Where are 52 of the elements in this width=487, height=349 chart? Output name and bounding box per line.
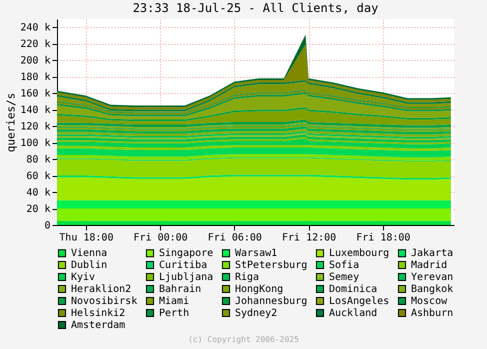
y-tick-label: 0 (44, 220, 50, 232)
x-tick-label: Fri 12:00 (282, 232, 336, 244)
x-tick-label: Thu 18:00 (59, 232, 114, 244)
legend-label: Kyiv (71, 272, 96, 283)
legend-label: Dominica (329, 284, 378, 295)
y-tick-label: 200 k (20, 56, 50, 67)
y-axis-title: queries/s (4, 92, 18, 152)
text: (c) Copyright 2006-2025 (187, 335, 300, 345)
legend-label: Perth (159, 308, 190, 319)
chart-title: 23:33 18-Jul-25 - All Clients, day (132, 1, 378, 15)
legend-label: Heraklion2 (71, 284, 132, 295)
legend-label: HongKong (235, 284, 284, 295)
x-tick-label: Fri 18:00 (356, 232, 410, 244)
legend-label: Moscow (411, 296, 448, 307)
legend-label: Curitiba (159, 260, 208, 271)
legend-label: Sydney2 (235, 308, 278, 319)
y-tick-label: 80 k (26, 154, 50, 166)
legend-label: Semey (329, 272, 360, 283)
legend-label: Sofia (329, 260, 360, 271)
legend-label: Vienna (71, 248, 108, 260)
y-tick-label: 40 k (26, 188, 50, 199)
legend-label: Ashburn (411, 308, 454, 319)
x-tick-label: Fri 06:00 (208, 232, 262, 244)
y-tick-label: 100 k (20, 138, 50, 150)
y-tick-label: 180 k (20, 72, 50, 84)
legend-label: Auckland (329, 308, 378, 319)
legend-label: LosAngeles (329, 296, 390, 307)
legend-label: Jakarta (411, 248, 454, 260)
y-tick-label: 140 k (20, 105, 50, 116)
legend-label: Amsterdam (71, 320, 126, 331)
x-tick-label: Fri 00:00 (134, 232, 188, 244)
legend-label: Bahrain (159, 284, 202, 295)
legend-label: Luxembourg (329, 248, 390, 260)
legend-label: Helsinki2 (71, 308, 126, 319)
legend-label: Dublin (71, 260, 108, 271)
legend-label: Bangkok (411, 284, 454, 295)
legend-label: Madrid (411, 260, 448, 271)
legend-label: StPetersburg (235, 260, 308, 271)
y-tick-label: 60 k (26, 171, 50, 182)
legend-label: Novosibirsk (71, 296, 138, 307)
y-tick-label: 240 k (20, 22, 50, 34)
y-tick-label: 20 k (26, 204, 50, 216)
legend-label: Johannesburg (235, 296, 308, 307)
y-tick-label: 160 k (20, 88, 50, 100)
y-tick-label: 120 k (20, 122, 50, 133)
legend-label: Ljubljana (159, 272, 214, 283)
legend-label: Singapore (159, 248, 214, 260)
legend-label: Yerevan (411, 272, 454, 283)
legend-label: Warsaw1 (235, 248, 278, 260)
legend-label: Miami (159, 296, 190, 307)
y-tick-label: 220 k (20, 39, 50, 50)
legend-label: Riga (235, 272, 260, 283)
